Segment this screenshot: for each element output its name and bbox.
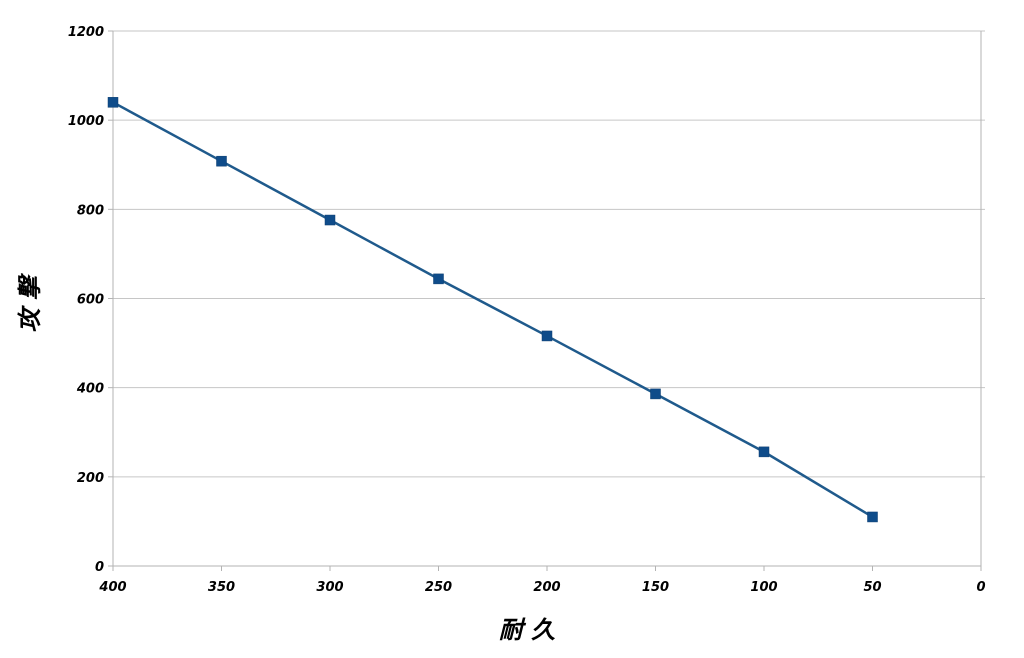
x-tick-label: 250 <box>425 580 452 595</box>
series-line <box>112 101 874 519</box>
data-point-marker <box>650 388 661 400</box>
y-tick-label: 400 <box>76 382 104 397</box>
y-tick-label: 200 <box>77 471 104 486</box>
axes <box>108 30 982 571</box>
x-tick-label: 0 <box>976 580 985 595</box>
data-point-marker <box>216 155 227 167</box>
x-tick-label: 300 <box>316 580 343 595</box>
y-tick-label: 0 <box>95 560 104 575</box>
data-point-marker <box>433 273 444 285</box>
y-tick-label: 1200 <box>68 25 104 40</box>
grid-layer <box>113 30 985 478</box>
x-axis-title: 耐 久 <box>499 616 555 644</box>
data-point-marker <box>107 97 119 108</box>
x-tick-label: 400 <box>98 580 126 595</box>
y-tick-label: 800 <box>77 203 104 218</box>
x-tick-label: 50 <box>863 580 881 595</box>
data-point-marker <box>541 330 553 342</box>
data-point-marker <box>758 446 770 458</box>
series-layer <box>107 97 878 523</box>
x-tick-label: 350 <box>208 580 235 595</box>
x-tick-label: 200 <box>533 580 560 595</box>
y-tick-label: 600 <box>77 293 104 308</box>
data-point-marker <box>867 511 878 523</box>
y-tick-label: 1000 <box>68 114 104 129</box>
y-axis-title: 攻 撃 <box>16 272 44 332</box>
x-tick-label: 150 <box>642 580 669 595</box>
x-tick-label: 100 <box>750 580 777 595</box>
data-point-marker <box>324 214 336 226</box>
